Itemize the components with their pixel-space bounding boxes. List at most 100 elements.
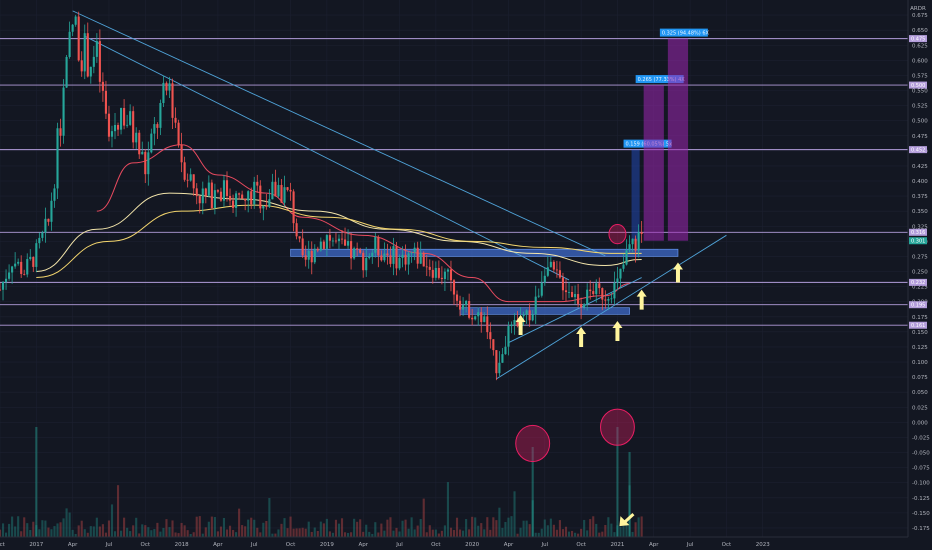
candle-body bbox=[116, 125, 120, 130]
last-price-badge bbox=[909, 237, 927, 245]
candle-body bbox=[619, 268, 622, 279]
volume-bar bbox=[47, 527, 50, 537]
level-price-label: 0.500 bbox=[911, 83, 925, 89]
highlight-circles bbox=[515, 223, 635, 463]
support-zone[interactable] bbox=[459, 307, 630, 315]
candle-body bbox=[353, 248, 356, 259]
volume-spike bbox=[616, 427, 619, 537]
y-tick-label: 0.325 bbox=[912, 224, 928, 230]
volume-bar bbox=[50, 529, 53, 537]
volume-bar bbox=[574, 532, 577, 537]
volume-bar bbox=[577, 533, 580, 537]
volume-bar bbox=[17, 516, 20, 537]
volume-bar bbox=[129, 531, 132, 537]
volume-bar bbox=[316, 530, 319, 537]
volume-bar bbox=[259, 532, 262, 537]
volume-bar bbox=[483, 529, 486, 537]
volume-bar bbox=[89, 526, 92, 537]
candle-body bbox=[129, 111, 132, 125]
candle-body bbox=[601, 288, 604, 300]
candle-body bbox=[98, 41, 101, 82]
x-tick-label: Apr bbox=[358, 542, 368, 548]
candle-body bbox=[434, 267, 437, 278]
candle-body bbox=[250, 191, 253, 205]
target-box[interactable] bbox=[643, 85, 664, 241]
trendline[interactable] bbox=[496, 234, 727, 380]
price-axis[interactable]: 0.675 0.650 0.625 0.600 0.575 0.550 0.525 0.500… bbox=[907, 0, 930, 537]
up-arrow-icon bbox=[612, 320, 623, 341]
candle-body bbox=[347, 241, 350, 246]
volume-bar bbox=[474, 517, 477, 537]
support-zone[interactable] bbox=[290, 248, 679, 257]
candle-body bbox=[328, 235, 331, 241]
candle-body bbox=[150, 133, 153, 153]
volume-bar bbox=[116, 485, 120, 537]
x-tick-label: Jul bbox=[540, 542, 548, 548]
candle-body bbox=[235, 193, 238, 208]
volume-bar bbox=[489, 529, 492, 537]
volume-bar bbox=[192, 532, 195, 537]
volume-bar bbox=[180, 522, 183, 537]
time-axis[interactable]: Oct 2017 Apr Jul Oct 2018 Apr Jul Oct 2019 Apr Jul O… bbox=[0, 536, 908, 548]
volume-bar bbox=[74, 533, 77, 537]
candle-body bbox=[26, 259, 29, 275]
candle-body bbox=[383, 253, 386, 261]
candle-body bbox=[425, 266, 428, 268]
candle-body bbox=[201, 188, 204, 204]
volume-bar bbox=[186, 530, 189, 537]
candle-body bbox=[319, 241, 322, 251]
y-tick-label: 0.100 bbox=[912, 360, 928, 366]
x-tick-label: 2021 bbox=[610, 542, 624, 548]
target-label: 0.325 (94.48%) 6X bbox=[662, 31, 710, 37]
level-price-badge bbox=[909, 81, 927, 89]
candle-body bbox=[47, 218, 50, 222]
volume-bar bbox=[398, 531, 401, 537]
volume-bar bbox=[407, 528, 410, 537]
volume-bar bbox=[328, 531, 331, 537]
candle-body bbox=[586, 289, 589, 305]
target-box[interactable] bbox=[667, 38, 689, 241]
volume-bar bbox=[410, 517, 413, 537]
volume-bar bbox=[558, 520, 561, 537]
volume-bar bbox=[250, 517, 253, 537]
candle-body bbox=[640, 232, 643, 234]
candle-body bbox=[195, 188, 198, 197]
x-tick-label: Jul bbox=[395, 542, 403, 548]
trendline[interactable] bbox=[84, 35, 570, 281]
candle-body bbox=[159, 103, 162, 128]
target-label: 0.265 (77.33%) 4X bbox=[638, 77, 686, 83]
x-tick-label: Apr bbox=[504, 542, 514, 548]
volume-bar bbox=[77, 525, 80, 537]
target-boxes: 0.159 (60.05%) 5x0.265 (77.33%) 4X0.325 … bbox=[623, 28, 710, 241]
volume-bar bbox=[564, 526, 568, 537]
candle-body bbox=[583, 304, 586, 308]
candle-body bbox=[17, 261, 20, 264]
volume-bar bbox=[14, 526, 17, 537]
candle-body bbox=[304, 255, 307, 260]
candle-body bbox=[138, 132, 141, 155]
candle-body bbox=[577, 294, 580, 304]
volume-bar bbox=[458, 529, 462, 537]
candle-body bbox=[480, 312, 483, 323]
volume-bar bbox=[613, 532, 616, 537]
volume-bar bbox=[247, 519, 250, 537]
volume-bar bbox=[107, 520, 111, 537]
volume-bar bbox=[325, 518, 328, 537]
volume-bar bbox=[253, 519, 256, 537]
y-tick-label: 0.475 bbox=[912, 134, 928, 140]
trendline[interactable] bbox=[72, 10, 606, 257]
candle-body bbox=[262, 205, 265, 209]
volume-bar bbox=[222, 517, 226, 537]
target-box[interactable] bbox=[631, 149, 640, 241]
volume-bar bbox=[462, 530, 465, 537]
volume-bar bbox=[165, 519, 168, 537]
volume-bar bbox=[201, 533, 204, 537]
candle-body bbox=[244, 198, 247, 201]
candle-body bbox=[204, 188, 207, 196]
volume-bar bbox=[307, 521, 310, 537]
volume-bar bbox=[301, 527, 304, 537]
up-arrow-icon bbox=[515, 314, 526, 335]
volume-bar bbox=[380, 523, 383, 537]
candle-body bbox=[489, 332, 492, 340]
